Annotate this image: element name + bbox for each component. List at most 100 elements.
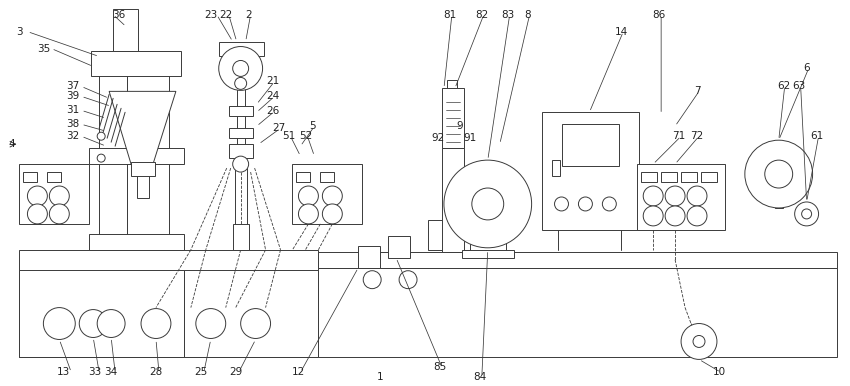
Text: 1: 1 (377, 372, 383, 383)
Text: 31: 31 (66, 105, 80, 115)
Bar (20, 270, 184, 357)
Text: 29: 29 (229, 367, 242, 378)
Circle shape (363, 271, 381, 289)
Bar (229, 128, 252, 138)
Bar (541, 112, 639, 230)
Circle shape (218, 47, 263, 90)
Circle shape (643, 186, 663, 206)
Text: 9: 9 (456, 121, 463, 131)
Text: 85: 85 (434, 362, 446, 372)
Text: 52: 52 (299, 131, 312, 141)
Text: 37: 37 (66, 81, 80, 91)
Text: 86: 86 (653, 10, 666, 20)
Bar (701, 172, 717, 182)
Bar (388, 236, 410, 258)
Circle shape (681, 323, 717, 359)
Bar (91, 51, 181, 76)
Text: 39: 39 (66, 91, 80, 102)
Text: 2: 2 (246, 10, 252, 20)
Circle shape (322, 204, 343, 224)
Bar (113, 8, 138, 51)
Bar (552, 160, 559, 176)
Circle shape (97, 132, 105, 140)
Bar (24, 172, 37, 182)
Text: 24: 24 (266, 91, 279, 102)
Circle shape (233, 156, 249, 172)
Bar (447, 80, 457, 88)
Text: 25: 25 (194, 367, 207, 378)
Bar (48, 172, 61, 182)
Text: 23: 23 (204, 10, 218, 20)
Circle shape (79, 310, 107, 337)
Circle shape (687, 206, 707, 226)
Circle shape (666, 206, 685, 226)
Bar (462, 250, 513, 258)
Text: 84: 84 (473, 372, 486, 383)
Bar (454, 220, 473, 250)
Text: 71: 71 (672, 131, 686, 141)
Text: 10: 10 (712, 367, 726, 378)
Text: 51: 51 (282, 131, 295, 141)
Circle shape (765, 160, 793, 188)
Circle shape (43, 308, 76, 339)
Circle shape (298, 204, 319, 224)
Bar (229, 144, 252, 158)
Circle shape (322, 186, 343, 206)
Circle shape (27, 204, 48, 224)
Bar (319, 252, 836, 268)
Bar (442, 148, 464, 252)
Bar (661, 172, 677, 182)
Bar (229, 106, 252, 116)
Text: 22: 22 (219, 10, 232, 20)
Bar (774, 174, 783, 208)
Circle shape (666, 186, 685, 206)
Circle shape (233, 61, 249, 76)
Circle shape (235, 78, 246, 90)
Text: 72: 72 (690, 131, 704, 141)
Text: 35: 35 (37, 44, 50, 54)
Bar (297, 172, 310, 182)
Text: 7: 7 (694, 86, 700, 96)
Text: 26: 26 (266, 106, 279, 116)
Bar (292, 164, 362, 224)
Bar (20, 250, 319, 357)
Bar (235, 168, 246, 228)
Text: 91: 91 (463, 133, 477, 143)
Bar (233, 224, 249, 250)
Text: 82: 82 (475, 10, 489, 20)
Text: 63: 63 (792, 81, 805, 91)
Text: 34: 34 (105, 367, 118, 378)
Circle shape (97, 310, 125, 337)
Bar (641, 172, 657, 182)
Bar (184, 270, 319, 357)
Text: 33: 33 (88, 367, 102, 378)
Bar (638, 164, 725, 230)
Text: 8: 8 (524, 10, 531, 20)
Bar (236, 85, 245, 250)
Circle shape (802, 209, 812, 219)
Text: 81: 81 (444, 10, 456, 20)
Text: 4: 4 (8, 139, 14, 149)
Text: 5: 5 (309, 121, 315, 131)
Circle shape (97, 154, 105, 162)
Circle shape (27, 186, 48, 206)
Bar (320, 172, 334, 182)
Text: 28: 28 (150, 367, 162, 378)
Text: 12: 12 (292, 367, 305, 378)
Circle shape (196, 308, 226, 339)
Text: 32: 32 (66, 131, 80, 141)
Bar (562, 124, 620, 166)
Circle shape (49, 186, 70, 206)
Text: 92: 92 (431, 133, 445, 143)
Circle shape (745, 140, 813, 208)
Circle shape (444, 160, 531, 248)
Circle shape (141, 308, 171, 339)
Bar (20, 335, 319, 357)
Bar (20, 164, 89, 224)
Circle shape (298, 186, 319, 206)
Polygon shape (109, 91, 176, 164)
Circle shape (693, 335, 705, 347)
Circle shape (241, 308, 270, 339)
Bar (218, 42, 264, 56)
Circle shape (579, 197, 592, 211)
